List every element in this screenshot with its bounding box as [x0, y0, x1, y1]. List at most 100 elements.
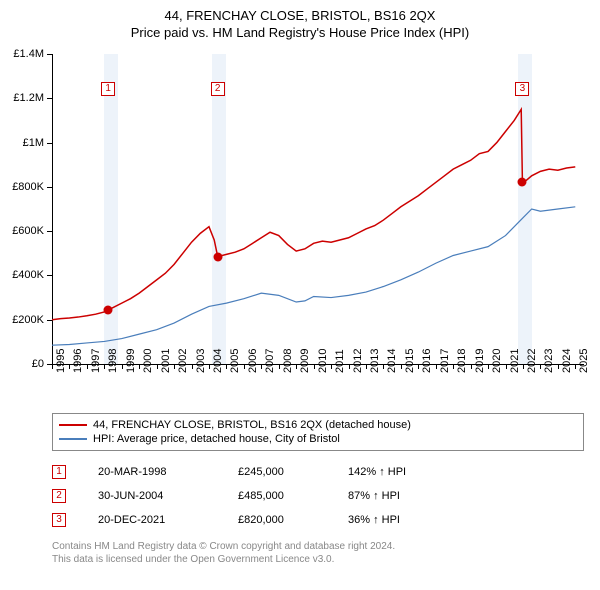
- sale-hpi-delta: 87% ↑ HPI: [348, 490, 400, 502]
- sale-hpi-delta: 142% ↑ HPI: [348, 466, 406, 478]
- sale-marker-dot: [518, 178, 527, 187]
- x-tick-label: 1998: [107, 349, 119, 373]
- x-tick-label: 2008: [282, 349, 294, 373]
- x-tick-mark: [331, 364, 332, 369]
- x-tick-mark: [471, 364, 472, 369]
- x-tick-mark: [226, 364, 227, 369]
- x-tick-mark: [209, 364, 210, 369]
- sale-index-box: 1: [52, 465, 66, 479]
- sale-price: £485,000: [238, 490, 348, 502]
- x-tick-label: 2003: [195, 349, 207, 373]
- sale-hpi-delta: 36% ↑ HPI: [348, 514, 400, 526]
- x-tick-mark: [122, 364, 123, 369]
- x-tick-mark: [244, 364, 245, 369]
- sale-index-box: 2: [52, 489, 66, 503]
- footer-line2: This data is licensed under the Open Gov…: [52, 553, 395, 566]
- x-tick-label: 2001: [160, 349, 172, 373]
- x-tick-label: 2002: [177, 349, 189, 373]
- x-tick-mark: [87, 364, 88, 369]
- sale-marker-box: 2: [211, 82, 225, 96]
- x-tick-mark: [174, 364, 175, 369]
- x-tick-mark: [157, 364, 158, 369]
- legend-label: HPI: Average price, detached house, City…: [93, 433, 340, 445]
- chart-svg: [52, 54, 584, 364]
- x-tick-label: 2000: [142, 349, 154, 373]
- y-tick-mark: [47, 98, 52, 99]
- sale-marker-dot: [213, 252, 222, 261]
- x-tick-mark: [104, 364, 105, 369]
- x-tick-mark: [52, 364, 53, 369]
- x-tick-mark: [69, 364, 70, 369]
- x-tick-label: 2007: [264, 349, 276, 373]
- x-tick-label: 2012: [352, 349, 364, 373]
- y-tick-mark: [47, 54, 52, 55]
- x-tick-label: 2011: [334, 349, 346, 373]
- sale-date: 30-JUN-2004: [98, 490, 238, 502]
- sale-marker-box: 1: [101, 82, 115, 96]
- x-tick-label: 2020: [491, 349, 503, 373]
- x-tick-label: 2023: [543, 349, 555, 373]
- legend-swatch: [59, 438, 87, 440]
- y-tick-label: £800K: [12, 181, 44, 193]
- footer-attribution: Contains HM Land Registry data © Crown c…: [52, 540, 395, 566]
- sale-marker-dot: [104, 305, 113, 314]
- y-tick-label: £200K: [12, 314, 44, 326]
- x-tick-label: 1997: [90, 349, 102, 373]
- sale-date: 20-DEC-2021: [98, 514, 238, 526]
- y-tick-mark: [47, 231, 52, 232]
- x-tick-label: 2005: [229, 349, 241, 373]
- y-tick-label: £1.4M: [13, 48, 44, 60]
- sale-row: 3 20-DEC-2021£820,00036% ↑ HPI: [52, 508, 406, 532]
- x-tick-label: 2015: [404, 349, 416, 373]
- x-tick-mark: [418, 364, 419, 369]
- legend-swatch: [59, 424, 87, 426]
- x-tick-label: 2024: [561, 349, 573, 373]
- legend-row: HPI: Average price, detached house, City…: [59, 432, 577, 446]
- y-tick-label: £400K: [12, 269, 44, 281]
- y-tick-mark: [47, 143, 52, 144]
- x-tick-mark: [453, 364, 454, 369]
- sales-table: 120-MAR-1998£245,000142% ↑ HPI 2 30-JUN-20…: [52, 460, 406, 532]
- series-price_paid: [52, 109, 575, 319]
- x-tick-label: 2016: [421, 349, 433, 373]
- y-tick-label: £600K: [12, 225, 44, 237]
- sale-index-box: 3: [52, 513, 66, 527]
- y-tick-label: £1.2M: [13, 92, 44, 104]
- series-hpi: [52, 207, 575, 345]
- x-tick-mark: [401, 364, 402, 369]
- title-subtitle: Price paid vs. HM Land Registry's House …: [0, 23, 600, 40]
- x-tick-mark: [506, 364, 507, 369]
- x-tick-mark: [575, 364, 576, 369]
- y-tick-mark: [47, 320, 52, 321]
- x-tick-mark: [540, 364, 541, 369]
- legend-row: 44, FRENCHAY CLOSE, BRISTOL, BS16 2QX (d…: [59, 418, 577, 432]
- x-tick-mark: [488, 364, 489, 369]
- x-tick-label: 1995: [55, 349, 67, 373]
- x-tick-label: 2018: [456, 349, 468, 373]
- legend: 44, FRENCHAY CLOSE, BRISTOL, BS16 2QX (d…: [52, 413, 584, 451]
- sale-price: £820,000: [238, 514, 348, 526]
- x-tick-mark: [523, 364, 524, 369]
- chart-container: 44, FRENCHAY CLOSE, BRISTOL, BS16 2QX Pr…: [0, 0, 600, 590]
- x-tick-label: 2014: [386, 349, 398, 373]
- x-tick-label: 2004: [212, 349, 224, 373]
- sale-marker-box: 3: [515, 82, 529, 96]
- x-tick-mark: [314, 364, 315, 369]
- x-tick-label: 2019: [474, 349, 486, 373]
- x-tick-label: 2010: [317, 349, 329, 373]
- x-tick-label: 2021: [509, 349, 521, 373]
- y-tick-mark: [47, 187, 52, 188]
- x-tick-mark: [139, 364, 140, 369]
- x-tick-label: 1999: [125, 349, 137, 373]
- sale-row: 120-MAR-1998£245,000142% ↑ HPI: [52, 460, 406, 484]
- x-tick-mark: [349, 364, 350, 369]
- title-address: 44, FRENCHAY CLOSE, BRISTOL, BS16 2QX: [0, 0, 600, 23]
- x-tick-label: 2009: [299, 349, 311, 373]
- footer-line1: Contains HM Land Registry data © Crown c…: [52, 540, 395, 553]
- x-tick-mark: [558, 364, 559, 369]
- x-tick-mark: [366, 364, 367, 369]
- y-tick-label: £0: [32, 358, 44, 370]
- x-tick-mark: [296, 364, 297, 369]
- y-tick-label: £1M: [23, 137, 44, 149]
- x-tick-mark: [436, 364, 437, 369]
